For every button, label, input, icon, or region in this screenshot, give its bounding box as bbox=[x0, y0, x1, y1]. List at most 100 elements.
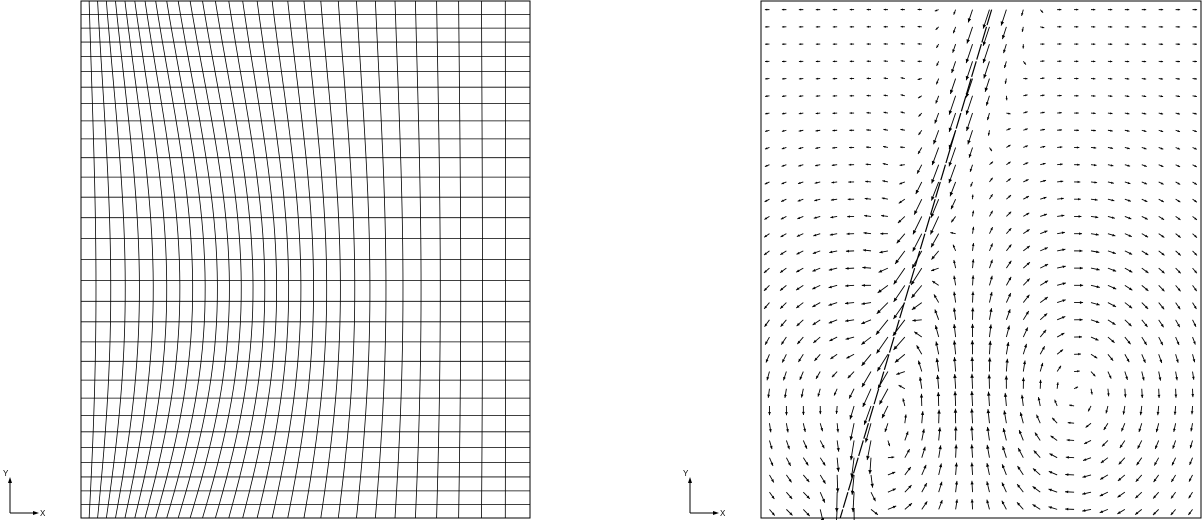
velocity-arrowhead bbox=[1160, 60, 1164, 63]
velocity-arrowhead bbox=[920, 411, 925, 415]
velocity-arrowhead bbox=[771, 512, 775, 516]
velocity-arrowhead bbox=[1059, 77, 1062, 80]
velocity-arrowhead bbox=[990, 177, 993, 181]
velocity-arrowhead bbox=[781, 112, 785, 115]
jet-arrow bbox=[839, 509, 844, 519]
velocity-arrowhead bbox=[1177, 147, 1181, 150]
velocity-arrowhead bbox=[781, 43, 785, 46]
velocity-arrowhead bbox=[1006, 325, 1011, 330]
velocity-arrowhead bbox=[1122, 411, 1126, 415]
velocity-arrowhead bbox=[1054, 399, 1057, 403]
velocity-arrowhead bbox=[1126, 77, 1130, 80]
velocity-arrowhead bbox=[1110, 112, 1113, 115]
velocity-arrowhead bbox=[1100, 460, 1105, 463]
velocity-arrowhead bbox=[1043, 179, 1047, 183]
velocity-arrowhead bbox=[1177, 252, 1181, 256]
velocity-arrowhead bbox=[882, 180, 886, 183]
velocity-arrowhead bbox=[1127, 199, 1131, 202]
velocity-arrowhead bbox=[1044, 264, 1049, 267]
vector-axis-triad: Y X bbox=[683, 469, 726, 518]
velocity-arrowhead bbox=[1112, 251, 1116, 254]
velocity-arrowhead bbox=[1067, 421, 1071, 425]
velocity-arrowhead bbox=[1161, 288, 1165, 292]
velocity-arrowhead bbox=[1111, 198, 1115, 202]
velocity-arrowhead bbox=[832, 146, 835, 149]
velocity-arrowhead bbox=[896, 372, 900, 375]
velocity-arrowhead bbox=[849, 415, 853, 420]
velocity-arrowhead bbox=[815, 112, 819, 115]
velocity-arrowhead bbox=[800, 394, 804, 398]
velocity-arrowhead bbox=[936, 81, 939, 85]
velocity-arrowhead bbox=[924, 501, 928, 505]
velocity-arrowhead bbox=[832, 60, 836, 63]
velocity-arrowhead bbox=[967, 139, 971, 145]
velocity-arrowhead bbox=[1043, 329, 1047, 334]
velocity-arrowhead bbox=[798, 129, 802, 132]
velocity-arrow bbox=[836, 509, 838, 520]
velocity-arrowhead bbox=[1109, 8, 1113, 11]
velocity-arrowhead bbox=[884, 428, 888, 432]
velocity-arrowhead bbox=[1076, 43, 1079, 46]
velocity-arrowhead bbox=[866, 8, 869, 11]
velocity-arrowhead bbox=[1170, 512, 1174, 516]
velocity-arrowhead bbox=[1042, 162, 1046, 166]
velocity-arrowhead bbox=[892, 505, 897, 509]
velocity-arrowhead bbox=[797, 216, 801, 219]
velocity-arrowhead bbox=[1143, 112, 1147, 115]
velocity-arrowhead bbox=[796, 305, 800, 309]
jet-arrow bbox=[852, 457, 859, 474]
velocity-arrowhead bbox=[1001, 34, 1006, 40]
velocity-arrowhead bbox=[1156, 411, 1160, 416]
velocity-arrowhead bbox=[866, 146, 869, 149]
velocity-arrowhead bbox=[953, 373, 957, 379]
velocity-arrowhead bbox=[848, 163, 852, 166]
velocity-arrowhead bbox=[914, 331, 918, 335]
velocity-arrowhead bbox=[953, 275, 956, 280]
jet-arrow bbox=[888, 336, 895, 353]
velocity-arrowhead bbox=[1099, 493, 1104, 497]
velocity-arrowhead bbox=[986, 426, 990, 432]
velocity-arrowhead bbox=[832, 77, 836, 80]
velocity-arrowhead bbox=[966, 126, 970, 132]
velocity-arrowhead bbox=[1001, 500, 1005, 505]
velocity-arrowhead bbox=[789, 512, 793, 516]
velocity-arrowhead bbox=[1160, 182, 1164, 185]
velocity-arrowhead bbox=[866, 111, 869, 114]
velocity-arrowhead bbox=[868, 470, 872, 475]
velocity-arrowhead bbox=[1126, 25, 1130, 28]
velocity-arrowhead bbox=[1008, 276, 1012, 281]
velocity-arrowhead bbox=[1049, 453, 1053, 457]
velocity-arrowhead bbox=[1041, 346, 1045, 350]
velocity-arrowhead bbox=[814, 198, 818, 202]
velocity-arrowhead bbox=[1025, 128, 1028, 131]
velocity-arrowhead bbox=[1110, 164, 1114, 167]
velocity-arrowhead bbox=[952, 307, 957, 312]
velocity-arrowhead bbox=[780, 323, 784, 327]
velocity-arrowhead bbox=[900, 25, 903, 28]
velocity-arrowhead bbox=[1093, 77, 1096, 80]
velocity-arrowhead bbox=[781, 77, 785, 80]
velocity-arrowhead bbox=[781, 199, 784, 202]
velocity-arrowhead bbox=[954, 462, 958, 467]
velocity-arrowhead bbox=[1173, 411, 1177, 415]
velocity-arrowhead bbox=[835, 488, 840, 493]
velocity-arrowhead bbox=[845, 249, 849, 253]
velocity-arrowhead bbox=[918, 376, 923, 381]
velocity-arrowhead bbox=[801, 411, 805, 415]
velocity-arrowhead bbox=[780, 234, 784, 237]
mesh-line-vertical bbox=[287, 0, 314, 519]
velocity-arrowhead bbox=[1026, 294, 1030, 299]
velocity-arrowhead bbox=[862, 266, 866, 270]
velocity-arrowhead bbox=[1024, 343, 1027, 348]
velocity-arrowhead bbox=[952, 49, 955, 53]
velocity-arrowhead bbox=[1065, 456, 1069, 459]
velocity-arrowhead bbox=[1095, 320, 1100, 323]
jet-arrow bbox=[873, 388, 880, 405]
velocity-arrowhead bbox=[1061, 214, 1065, 217]
velocity-arrowhead bbox=[865, 180, 868, 183]
velocity-arrowhead bbox=[1154, 462, 1158, 466]
velocity-arrowhead bbox=[815, 25, 819, 28]
velocity-arrowhead bbox=[1093, 129, 1096, 132]
velocity-arrowhead bbox=[1008, 112, 1011, 115]
velocity-arrowhead bbox=[1177, 77, 1180, 80]
